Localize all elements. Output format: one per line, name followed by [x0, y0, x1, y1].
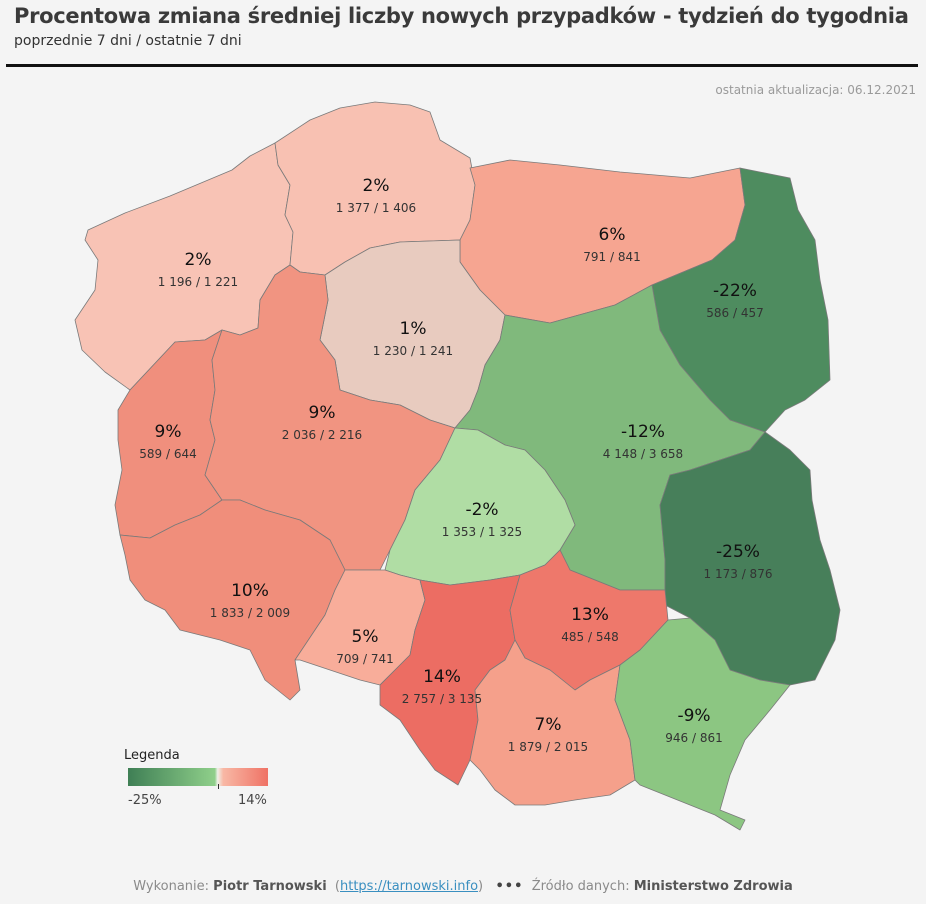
region-pct-label: -22% — [713, 281, 757, 301]
region-counts-label: 709 / 741 — [336, 652, 393, 666]
footer-source-prefix: Źródło danych: — [531, 879, 634, 894]
region-pct-label: 7% — [535, 715, 562, 735]
legend-zero-tick — [218, 784, 219, 789]
page-subtitle: poprzednie 7 dni / ostatnie 7 dni — [14, 33, 242, 49]
region-counts-label: 2 757 / 3 135 — [402, 692, 482, 706]
region-pct-label: -25% — [716, 542, 760, 562]
region-counts-label: 1 353 / 1 325 — [442, 525, 522, 539]
footer: Wykonanie: Piotr Tarnowski (https://tarn… — [133, 879, 793, 894]
region-pct-label: 2% — [363, 176, 390, 196]
legend-title: Legenda — [124, 748, 180, 763]
footer-source: Ministerstwo Zdrowia — [633, 879, 793, 894]
footer-author: Piotr Tarnowski — [213, 879, 327, 894]
footer-link[interactable]: https://tarnowski.info — [340, 879, 479, 894]
region-podkarpackie[interactable] — [614, 617, 791, 831]
region-pct-label: 1% — [400, 319, 427, 339]
region-counts-label: 791 / 841 — [583, 250, 640, 264]
page-title: Procentowa zmiana średniej liczby nowych… — [14, 4, 909, 28]
region-counts-label: 1 230 / 1 241 — [373, 344, 453, 358]
region-counts-label: 1 879 / 2 015 — [508, 740, 588, 754]
region-counts-label: 586 / 457 — [706, 306, 763, 320]
region-pct-label: -12% — [621, 422, 665, 442]
title-divider — [6, 64, 918, 67]
region-counts-label: 485 / 548 — [561, 630, 618, 644]
region-counts-label: 1 377 / 1 406 — [336, 201, 416, 215]
region-pct-label: 9% — [155, 422, 182, 442]
region-counts-label: 1 833 / 2 009 — [210, 606, 290, 620]
region-pct-label: 14% — [423, 667, 461, 687]
region-counts-label: 2 036 / 2 216 — [282, 428, 362, 442]
footer-separator: ••• — [495, 879, 524, 894]
region-counts-label: 4 148 / 3 658 — [603, 447, 683, 461]
region-pct-label: 10% — [231, 581, 269, 601]
region-pct-label: 5% — [352, 627, 379, 647]
region-counts-label: 946 / 861 — [665, 731, 722, 745]
last-updated: ostatnia aktualizacja: 06.12.2021 — [715, 83, 916, 97]
region-counts-label: 1 196 / 1 221 — [158, 275, 238, 289]
region-pct-label: -2% — [465, 500, 498, 520]
region-counts-label: 1 173 / 876 — [704, 567, 773, 581]
region-counts-label: 589 / 644 — [139, 447, 196, 461]
legend-max-label: 14% — [238, 793, 267, 808]
legend-color-scale — [128, 768, 268, 786]
region-pct-label: -9% — [677, 706, 710, 726]
region-pct-label: 9% — [309, 403, 336, 423]
region-pct-label: 6% — [599, 225, 626, 245]
footer-prefix: Wykonanie: — [133, 879, 214, 894]
region-pct-label: 13% — [571, 605, 609, 625]
region-lubelskie[interactable] — [659, 431, 841, 686]
legend-min-label: -25% — [128, 793, 162, 808]
region-pct-label: 2% — [185, 250, 212, 270]
